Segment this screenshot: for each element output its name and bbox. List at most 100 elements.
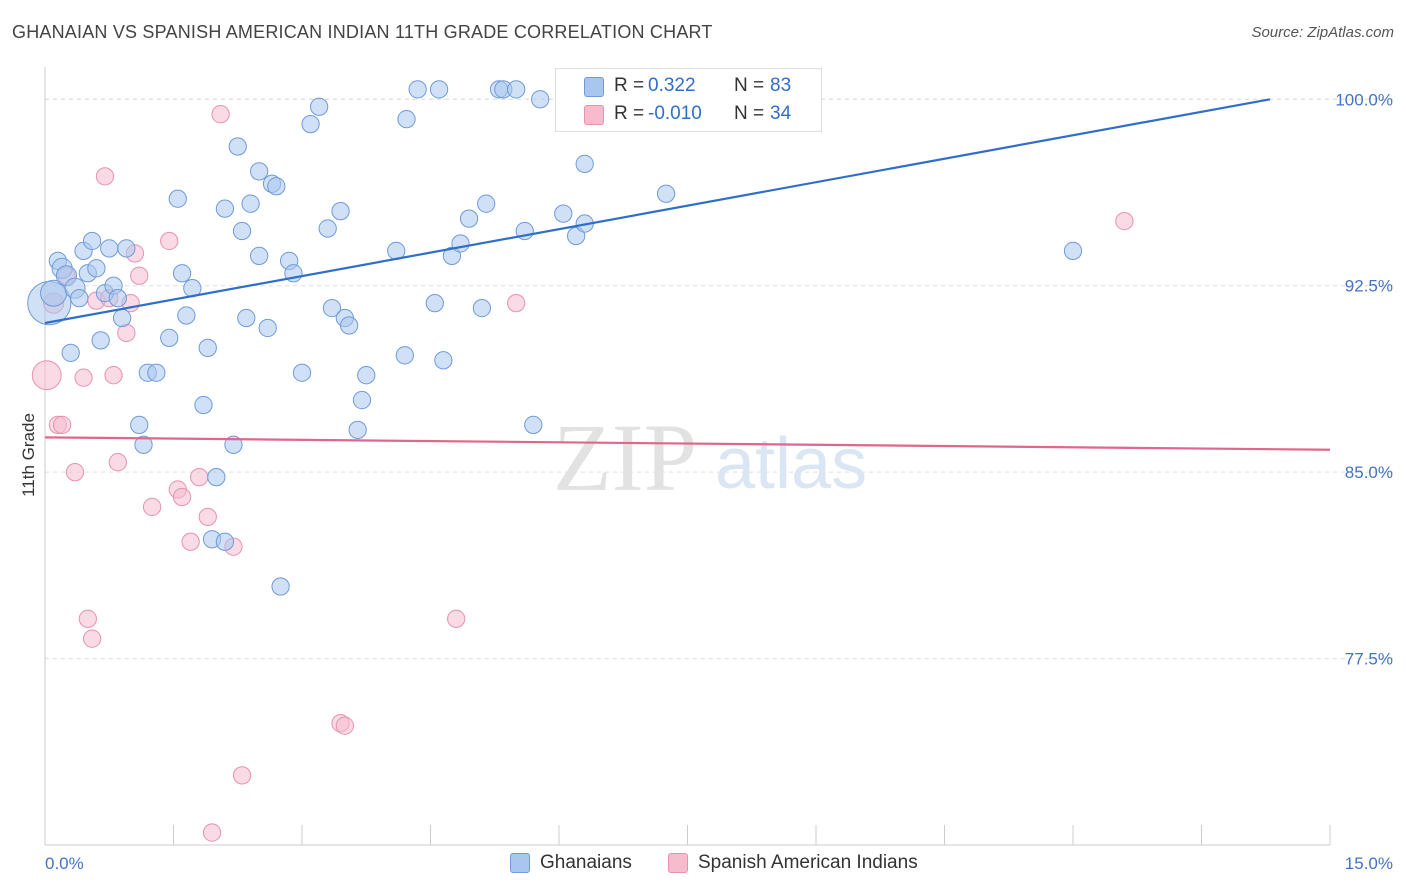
ghanaians-point-72 [507,80,526,99]
spanish-american-indians-point-30 [335,716,354,735]
r-label: R = [614,103,645,124]
n-label: N = [734,75,765,96]
ghanaians-point-11 [87,259,106,278]
x-tick-label-0: 0.0% [45,854,84,873]
points-layer [27,80,1134,842]
ghanaians-point-18 [117,239,136,258]
ghanaians-point-54 [339,316,359,335]
ghanaians-point-20 [134,435,153,454]
watermark-zip: ZIP [553,404,697,511]
watermark-atlas: atlas [715,424,867,504]
ghanaians-point-33 [215,199,235,218]
spanish-american-indians-n-value: 34 [770,103,792,124]
spanish-american-indians-point-33 [1115,211,1134,231]
ghanaians-point-17 [112,308,132,328]
ghanaians-point-57 [357,366,376,385]
ghanaians-point-69 [477,194,496,213]
ghanaians-legend-label: Ghanaians [540,852,632,873]
ghanaians-point-44 [271,577,290,596]
y-axis-title: 11th Grade [19,413,38,497]
ghanaians-trend-line [44,98,1271,325]
spanish-american-indians-point-18 [142,497,162,517]
watermark: ZIP atlas [553,404,867,511]
ghanaians-point-74 [524,415,543,435]
stats-legend-row-ghanaians: R = 0.322 N = 83 [556,74,821,102]
series-legend: Ghanaians Spanish American Indians [0,852,1406,878]
ghanaians-point-76 [554,204,573,223]
stats-legend-row-spanish-american-indians: R = -0.010 N = 34 [556,102,821,130]
ghanaians-point-63 [429,80,449,99]
ghanaians-point-62 [425,293,444,313]
chart-title: GHANAIAN VS SPANISH AMERICAN INDIAN 11TH… [12,22,713,42]
spanish-american-indians-point-25 [202,823,222,842]
spanish-american-indians-point-31 [447,609,466,628]
spanish-american-indians-point-28 [232,766,252,785]
spanish-american-indians-point-5 [65,463,85,482]
spanish-american-indians-r-value: -0.010 [648,103,702,124]
ghanaians-point-26 [177,306,196,325]
stats-legend: R = 0.322 N = 83 R = -0.010 N = 34 [555,68,822,132]
ghanaians-r-value: 0.322 [648,75,696,96]
ghanaians-point-5 [61,343,80,362]
ghanaians-point-31 [207,467,226,487]
ghanaians-point-12 [91,331,110,350]
spanish-american-indians-swatch [584,105,604,125]
ghanaians-point-22 [147,363,166,382]
spanish-american-indians-point-3 [52,415,72,435]
ghanaians-point-49 [309,97,329,116]
ghanaians-point-82 [1063,241,1083,261]
spanish-american-indians-legend-swatch [668,853,688,873]
ghanaians-point-38 [241,194,260,213]
grid-layer [45,98,1395,660]
ghanaians-point-41 [258,318,277,338]
ghanaians-point-25 [172,264,192,283]
ghanaians-point-36 [232,221,252,241]
spanish-american-indians-trend-line [44,436,1331,451]
spanish-american-indians-point-0 [31,360,62,391]
ghanaians-point-66 [451,234,470,253]
spanish-american-indians-point-21 [172,487,192,507]
ghanaians-point-61 [408,80,427,99]
spanish-american-indians-point-23 [190,467,209,487]
ghanaians-point-24 [168,189,187,208]
ghanaians-point-37 [237,308,256,328]
ghanaians-point-50 [318,219,337,238]
ghanaians-point-79 [575,154,594,174]
source-credit: Source: ZipAtlas.com [1251,24,1394,41]
ghanaians-point-16 [108,289,127,308]
ghanaians-point-28 [194,395,213,415]
ghanaians-point-51 [322,298,342,318]
spanish-american-indians-point-13 [108,453,127,472]
ghanaians-point-59 [395,346,414,365]
ghanaians-point-7 [70,289,89,308]
ghanaians-point-52 [331,202,350,221]
ghanaians-point-29 [198,338,217,357]
ghanaians-point-77 [566,226,586,246]
spanish-american-indians-point-10 [95,167,115,186]
ghanaians-point-65 [442,246,462,266]
axis-layer [44,67,1331,846]
ghanaians-point-75 [531,90,550,109]
ghanaians-point-10 [82,231,102,251]
ghanaians-point-32 [215,532,235,551]
ghanaians-point-56 [352,390,372,410]
labels-layer: 77.5% 85.0% 92.5% 100.0% 0.0% 15.0% 11th Grade [19,90,1393,873]
ghanaians-point-68 [472,298,492,318]
ghanaians-point-55 [348,420,367,440]
spanish-american-indians-point-19 [160,231,179,251]
ghanaians-point-19 [130,415,149,435]
ghanaians-point-64 [434,351,453,370]
y-tick-label-1: 85.0% [1345,463,1393,482]
spanish-american-indians-point-24 [198,507,217,527]
ghanaians-point-34 [224,435,243,454]
spanish-american-indians-point-26 [211,105,230,124]
ghanaians-legend-swatch [510,853,530,873]
n-label: N = [734,103,765,124]
ghanaians-n-value: 83 [770,75,792,96]
spanish-american-indians-point-12 [104,366,123,385]
ghanaians-swatch [584,77,604,97]
spanish-american-indians-point-17 [130,266,149,285]
y-tick-label-0: 77.5% [1345,650,1393,669]
ghanaians-point-35 [228,137,247,156]
